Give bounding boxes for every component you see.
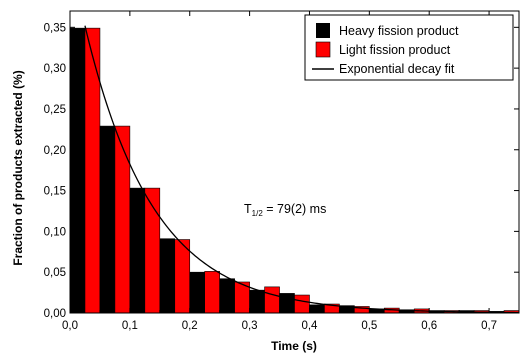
x-tick-label-3: 0,3	[242, 320, 258, 332]
legend-swatch-heavy	[316, 23, 330, 38]
x-tick-label-7: 0,7	[481, 320, 497, 332]
legend-swatch-light	[315, 41, 331, 58]
y-tick-label-5: 0,25	[44, 104, 66, 116]
legend-label-light: Light fission product	[339, 43, 451, 57]
bar-light-7	[294, 294, 310, 314]
bar-light-4	[204, 271, 220, 314]
y-axis-title: Fraction of products extracted (%)	[11, 70, 25, 265]
x-tick-label-5: 0,5	[361, 320, 377, 332]
y-tick-label-3: 0,15	[44, 186, 66, 198]
bar-heavy-2	[129, 187, 146, 314]
x-tick-label-1: 0,1	[122, 320, 138, 332]
y-tick-label-7: 0,35	[44, 22, 66, 34]
exponential-fit-curve	[84, 25, 519, 314]
bar-light-1	[114, 125, 131, 314]
y-tick-label-0: 0,00	[44, 308, 66, 320]
bar-heavy-1	[99, 125, 116, 314]
half-life-value: = 79(2) ms	[263, 202, 327, 216]
bar-light-0	[84, 27, 101, 314]
half-life-symbol: T	[244, 202, 252, 216]
bar-heavy-4	[189, 271, 205, 314]
x-tick-label-4: 0,4	[301, 320, 318, 332]
half-life-subscript: 1/2	[252, 209, 264, 218]
legend-box	[304, 14, 514, 81]
y-tick-label-4: 0,20	[44, 145, 66, 157]
legend-label-fit: Exponential decay fit	[339, 62, 455, 76]
bar-heavy-3	[159, 238, 176, 314]
y-tick-label-1: 0,05	[44, 267, 66, 279]
bar-light-3	[174, 239, 191, 314]
bars-group	[69, 27, 520, 314]
axes-group: 0,0 0,1 0,2 0,3 0,4 0,5 0,6 0,7 0,00 0,05 0,10 0,15…	[44, 11, 519, 332]
bar-heavy-8	[309, 304, 325, 314]
half-life-annotation: T1/2 = 79(2) ms	[244, 202, 326, 218]
x-tick-label-2: 0,2	[182, 320, 198, 332]
legend: Heavy fission product Light fission prod…	[304, 14, 514, 81]
plot-frame	[69, 10, 520, 314]
bar-light-6	[264, 286, 280, 314]
x-tick-label-0: 0,0	[62, 320, 78, 332]
y-tick-label-6: 0,30	[44, 63, 66, 75]
legend-label-heavy: Heavy fission product	[339, 24, 459, 38]
x-axis-title: Time (s)	[271, 339, 317, 353]
x-tick-label-6: 0,6	[421, 320, 437, 332]
y-tick-label-2: 0,10	[44, 226, 66, 238]
bar-heavy-6	[249, 289, 265, 314]
bar-heavy-5	[219, 278, 235, 314]
